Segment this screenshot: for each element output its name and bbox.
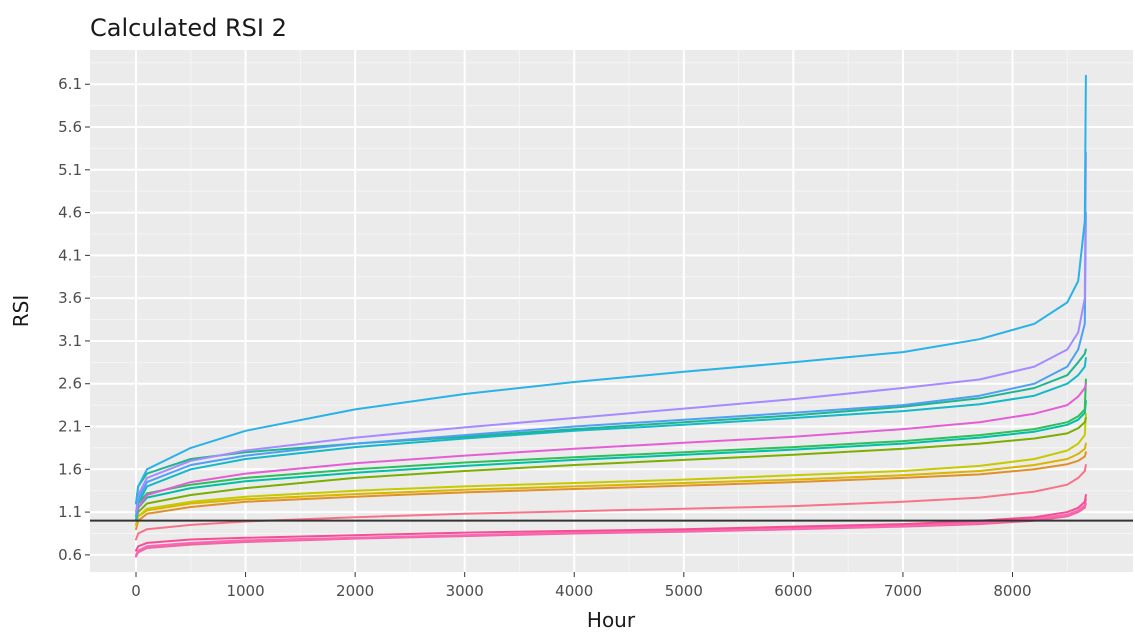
series-layer <box>135 74 1087 558</box>
chart-title: Calculated RSI 2 <box>90 14 287 42</box>
x-tick-label: 8000 <box>993 582 1031 600</box>
series-line <box>135 211 1087 518</box>
y-tick-label: 2.1 <box>58 418 82 436</box>
x-tick-label: 5000 <box>665 582 703 600</box>
x-tick-label: 0 <box>131 582 141 600</box>
x-tick-label: 3000 <box>446 582 484 600</box>
series-line <box>135 382 1087 522</box>
series-line <box>135 348 1087 505</box>
series-line <box>135 494 1087 552</box>
x-tick-label: 2000 <box>336 582 374 600</box>
x-tick-label: 6000 <box>774 582 812 600</box>
y-tick-label: 2.6 <box>58 375 82 393</box>
series-line <box>135 357 1087 522</box>
series-line <box>135 417 1087 522</box>
series-line <box>135 464 1087 541</box>
x-tick-label: 4000 <box>555 582 593 600</box>
series-line <box>135 74 1087 505</box>
y-tick-label: 0.6 <box>58 546 82 564</box>
series-line <box>135 451 1087 531</box>
series-line <box>135 412 1087 526</box>
y-tick-label: 1.6 <box>58 460 82 478</box>
x-tick-label: 7000 <box>884 582 922 600</box>
grid-major <box>90 50 1133 572</box>
y-tick-label: 6.1 <box>58 75 82 93</box>
y-tick-label: 5.1 <box>58 161 82 179</box>
series-line <box>135 399 1087 522</box>
y-tick-label: 4.6 <box>58 204 82 222</box>
y-axis-title: RSI <box>9 295 33 328</box>
x-axis-title: Hour <box>587 608 636 632</box>
x-tick-label: 1000 <box>226 582 264 600</box>
y-axis: 0.6 1.1 1.6 2.1 2.6 3.1 3.6 4.1 4.6 5.1 5.6 6.1 <box>58 75 90 564</box>
series-line <box>135 498 1087 556</box>
y-tick-label: 5.6 <box>58 118 82 136</box>
y-tick-label: 4.1 <box>58 246 82 264</box>
y-tick-label: 1.1 <box>58 503 82 521</box>
y-tick-label: 3.1 <box>58 332 82 350</box>
series-line <box>135 442 1087 526</box>
series-line <box>135 378 1087 518</box>
y-tick-label: 3.6 <box>58 289 82 307</box>
series-line <box>135 151 1087 514</box>
x-axis: 0 1000 2000 3000 4000 5000 6000 7000 8000 <box>131 572 1032 600</box>
